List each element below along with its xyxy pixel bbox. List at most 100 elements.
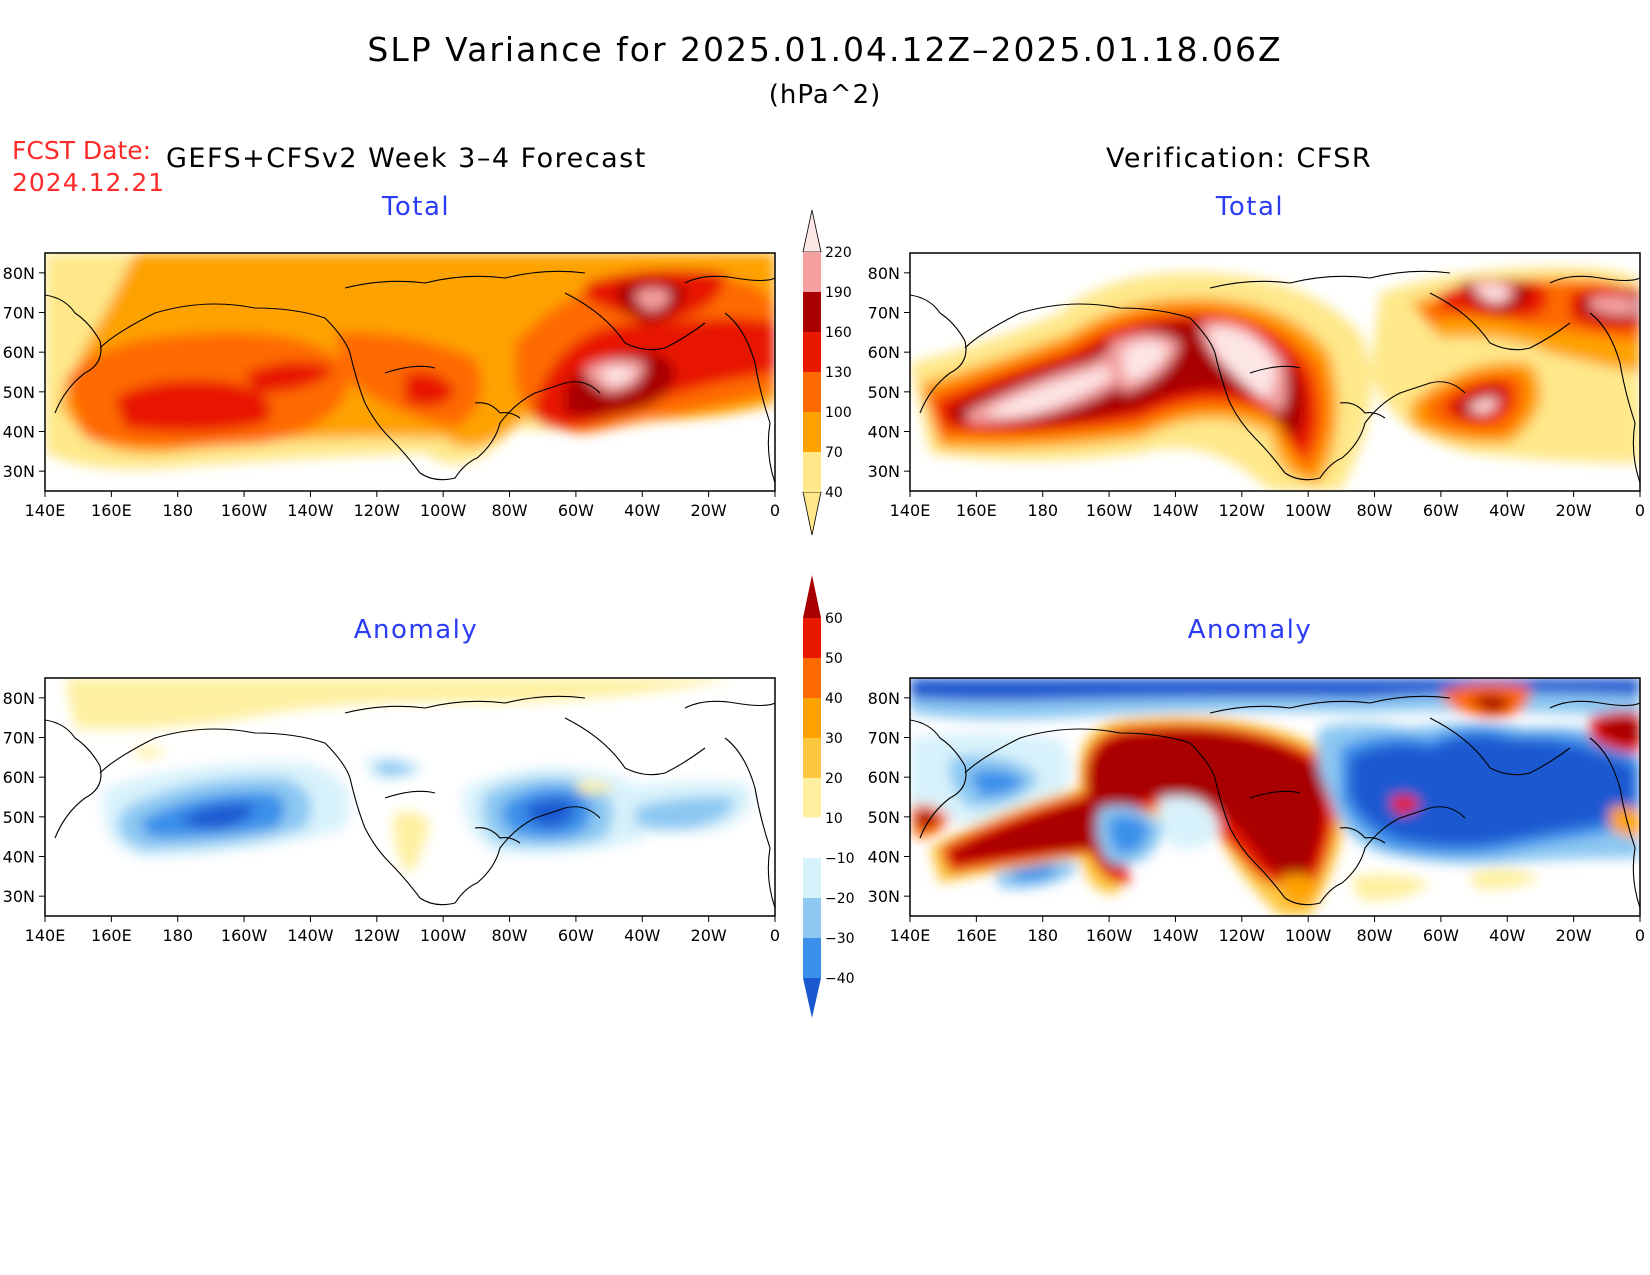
colorbar-anomaly-band <box>802 817 822 859</box>
colorbar-anomaly-label: −20 <box>825 891 855 907</box>
fcst-total-coastlines <box>45 270 775 484</box>
lon-tick-label: 0 <box>770 501 780 520</box>
lon-tick-label: 100W <box>1285 501 1332 520</box>
lon-tick-label: 160E <box>91 926 132 945</box>
colorbar-total-label: 220 <box>825 245 852 261</box>
lat-tick-label: 80N <box>868 689 900 708</box>
lon-tick-label: 160E <box>956 926 997 945</box>
lat-tick-label: 60N <box>3 343 35 362</box>
lon-tick-label: 80W <box>1356 926 1392 945</box>
lat-tick-label: 70N <box>3 729 35 748</box>
panel-fcst-total: 140E 160E 180 160W 140W 120W 100W 80W 60W 40W 20W 0… <box>3 252 780 520</box>
lon-tick-label: 140E <box>25 926 66 945</box>
colorbar-anomaly-band <box>803 698 821 738</box>
lon-tick-label: 140W <box>287 501 334 520</box>
lat-tick-label: 70N <box>868 304 900 323</box>
lon-tick-label: 80W <box>1356 501 1392 520</box>
lon-tick-label: 40W <box>624 926 660 945</box>
model-label: GEFS+CFSv2 Week 3–4 Forecast <box>166 143 647 174</box>
colorbar-total-label: 40 <box>825 485 843 501</box>
colorbar-anomaly-band <box>803 778 821 818</box>
colorbar-total-low-end <box>802 491 822 536</box>
lon-tick-label: 140E <box>890 501 931 520</box>
colorbar-total-band <box>803 292 821 332</box>
lon-tick-label: 20W <box>1556 501 1592 520</box>
verification-label: Verification: CFSR <box>1106 143 1373 174</box>
colorbar-anomaly-label: −30 <box>825 931 855 947</box>
colorbar-anomaly: 60 50 40 30 20 10 −10 −20 −30 −40 <box>802 575 855 1018</box>
lon-tick-label: 140E <box>890 926 931 945</box>
colorbar-total-label: 100 <box>825 405 852 421</box>
lat-tick-label: 80N <box>868 264 900 283</box>
colorbar-anomaly-band <box>803 898 821 938</box>
lat-tick-label: 40N <box>3 423 35 442</box>
fcst-total-axes: 140E 160E 180 160W 140W 120W 100W 80W 60W 40W 20W 0… <box>3 264 780 520</box>
lon-tick-label: 80W <box>491 501 527 520</box>
lon-tick-label: 100W <box>420 926 467 945</box>
lat-tick-label: 60N <box>3 768 35 787</box>
lon-tick-label: 160E <box>956 501 997 520</box>
lat-tick-label: 30N <box>868 462 900 481</box>
lon-tick-label: 20W <box>1556 926 1592 945</box>
verif-anomaly-axes: 140E 160E 180 160W 140W 120W 100W 80W 60W 40W 20W 0… <box>868 689 1645 945</box>
lon-tick-label: 160W <box>1086 501 1133 520</box>
fcst-anomaly-axes: 140E 160E 180 160W 140W 120W 100W 80W 60W 40W 20W 0… <box>3 689 780 945</box>
colorbar-total-label: 130 <box>825 365 852 381</box>
lat-tick-label: 50N <box>3 808 35 827</box>
colorbar-total-label: 190 <box>825 285 852 301</box>
lat-tick-label: 40N <box>868 848 900 867</box>
lon-tick-label: 100W <box>420 501 467 520</box>
colorbar-anomaly-label: 10 <box>825 811 843 827</box>
lat-tick-label: 60N <box>868 768 900 787</box>
figure-units: (hPa^2) <box>768 80 882 110</box>
colorbar-anomaly-label: −40 <box>825 971 855 987</box>
panel-title-verif-total: Total <box>1215 192 1285 222</box>
lon-tick-label: 140W <box>1152 501 1199 520</box>
colorbar-anomaly-label: 40 <box>825 691 843 707</box>
colorbar-anomaly-band <box>803 658 821 698</box>
panel-title-fcst-anomaly: Anomaly <box>353 615 479 645</box>
colorbar-total-band <box>803 252 821 292</box>
colorbar-anomaly-label: −10 <box>825 851 855 867</box>
fcst-anomaly-contours <box>65 678 752 872</box>
lat-tick-label: 70N <box>3 304 35 323</box>
lat-tick-label: 80N <box>3 689 35 708</box>
fcst-total-contours <box>45 253 775 469</box>
lon-tick-label: 40W <box>624 501 660 520</box>
panel-title-fcst-total: Total <box>381 192 451 222</box>
lon-tick-label: 60W <box>1423 926 1459 945</box>
colorbar-anomaly-low-end <box>803 978 821 1018</box>
colorbar-anomaly-label: 30 <box>825 731 843 747</box>
lat-tick-label: 30N <box>3 887 35 906</box>
lat-tick-label: 80N <box>3 264 35 283</box>
verif-total-coastlines <box>910 270 1640 484</box>
lon-tick-label: 40W <box>1489 501 1525 520</box>
lon-tick-label: 80W <box>491 926 527 945</box>
panel-fcst-anomaly: 140E 160E 180 160W 140W 120W 100W 80W 60W 40W 20W 0… <box>3 677 780 945</box>
lon-tick-label: 140W <box>1152 926 1199 945</box>
lon-tick-label: 180 <box>1027 926 1058 945</box>
verif-total-axes: 140E 160E 180 160W 140W 120W 100W 80W 60W 40W 20W 0… <box>868 264 1645 520</box>
lon-tick-label: 20W <box>691 926 727 945</box>
lat-tick-label: 50N <box>3 383 35 402</box>
lat-tick-label: 40N <box>3 848 35 867</box>
colorbar-anomaly-band <box>803 738 821 778</box>
lon-tick-label: 60W <box>558 926 594 945</box>
fcst-date-label: FCST Date: <box>12 136 152 165</box>
colorbar-total-band <box>803 412 821 452</box>
colorbar-anomaly-label: 60 <box>825 611 843 627</box>
verif-anomaly-contours <box>910 678 1640 916</box>
lon-tick-label: 20W <box>691 501 727 520</box>
lon-tick-label: 140W <box>287 926 334 945</box>
lon-tick-label: 180 <box>162 926 193 945</box>
lon-tick-label: 0 <box>1635 501 1645 520</box>
verif-anomaly-coastlines <box>910 695 1640 909</box>
lat-tick-label: 50N <box>868 808 900 827</box>
fcst-anomaly-coastlines <box>45 695 775 909</box>
lon-tick-label: 160W <box>221 501 268 520</box>
lon-tick-label: 0 <box>770 926 780 945</box>
colorbar-total-band <box>803 332 821 372</box>
colorbar-total-band <box>803 372 821 412</box>
lat-tick-label: 30N <box>3 462 35 481</box>
